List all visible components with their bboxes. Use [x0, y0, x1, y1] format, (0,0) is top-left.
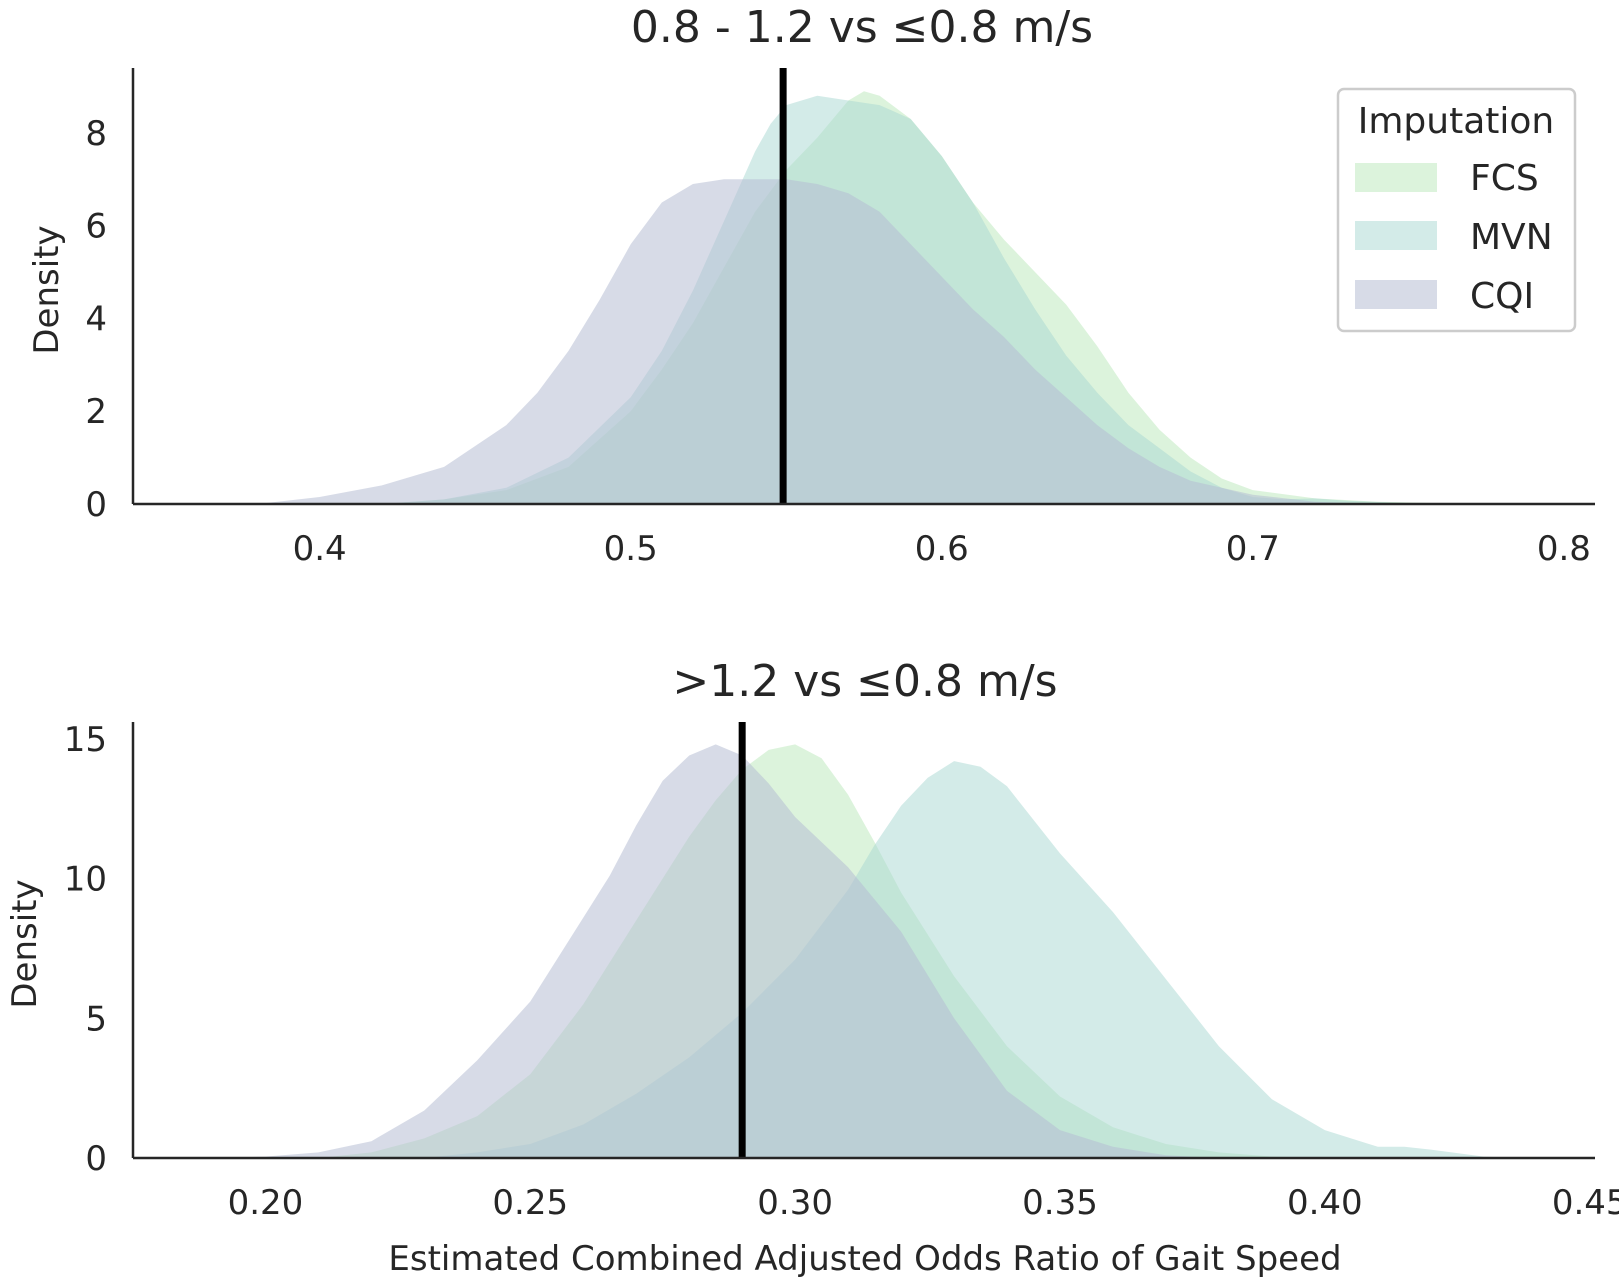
y-tick-label: 8: [85, 114, 107, 154]
legend-title: Imputation: [1358, 101, 1555, 142]
y-tick-label: 5: [85, 999, 107, 1039]
density-area-cqi: [257, 179, 1378, 505]
legend-frame: [1336, 87, 1577, 333]
legend: Imputation FCS MVN CQI: [1336, 87, 1577, 333]
legend-swatch-cqi: [1355, 280, 1437, 309]
x-tick-label: 0.25: [492, 1183, 568, 1223]
density-areas: [212, 744, 1537, 1158]
density-areas: [257, 91, 1502, 505]
x-tick-label: 0.7: [1226, 529, 1280, 569]
y-tick-label: 6: [85, 207, 107, 247]
y-tick-label: 15: [64, 720, 107, 760]
x-tick-label: 0.20: [228, 1183, 304, 1223]
y-tick-label: 0: [85, 1139, 107, 1179]
legend-label-fcs: FCS: [1470, 158, 1539, 199]
top-panel: 0.8 - 1.2 vs ≤0.8 m/s 0.4 0.5 0.6 0.7 0.8 0 2…: [27, 2, 1595, 569]
y-tick-labels: 0 5 10 15: [64, 720, 107, 1179]
legend-label-mvn: MVN: [1470, 217, 1553, 258]
legend-swatch-fcs: [1355, 163, 1437, 192]
panel-title: >1.2 vs ≤0.8 m/s: [672, 656, 1057, 707]
x-axis-label: Estimated Combined Adjusted Odds Ratio o…: [388, 1239, 1341, 1279]
x-tick-label: 0.40: [1287, 1183, 1363, 1223]
y-axis-label: Density: [27, 225, 67, 354]
bottom-panel: >1.2 vs ≤0.8 m/s 0.20 0.25 0.30 0.35 0.40 0.4…: [5, 656, 1619, 1279]
y-tick-label: 0: [85, 485, 107, 525]
y-axis-label: Density: [5, 879, 45, 1008]
y-tick-label: 2: [85, 392, 107, 432]
legend-swatch-mvn: [1355, 221, 1437, 250]
x-tick-label: 0.5: [604, 529, 658, 569]
y-tick-label: 4: [85, 299, 107, 339]
y-tick-label: 10: [64, 860, 107, 900]
x-tick-labels: 0.20 0.25 0.30 0.35 0.40 0.45: [228, 1183, 1619, 1223]
x-tick-labels: 0.4 0.5 0.6 0.7 0.8: [293, 529, 1591, 569]
legend-label-cqi: CQI: [1470, 276, 1534, 317]
y-tick-labels: 0 2 4 6 8: [85, 114, 107, 525]
x-tick-label: 0.30: [757, 1183, 833, 1223]
x-tick-label: 0.35: [1022, 1183, 1098, 1223]
density-area-cqi: [212, 744, 1219, 1158]
x-tick-label: 0.4: [293, 529, 347, 569]
panel-title: 0.8 - 1.2 vs ≤0.8 m/s: [631, 2, 1093, 53]
x-tick-label: 0.6: [915, 529, 969, 569]
x-tick-label: 0.8: [1537, 529, 1591, 569]
x-tick-label: 0.45: [1552, 1183, 1619, 1223]
